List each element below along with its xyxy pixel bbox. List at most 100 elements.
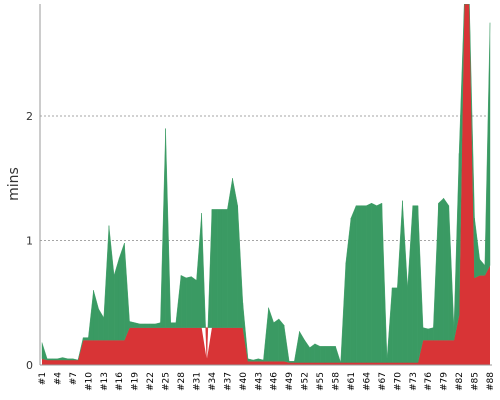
area-above-segment [448, 205, 455, 341]
area-above-segment [330, 346, 336, 363]
area-above-segment [258, 358, 264, 362]
area-above-segment [335, 346, 341, 363]
x-tick-label: #34 [208, 372, 218, 391]
area-above-segment [422, 327, 429, 341]
area-above-segment [288, 361, 295, 363]
x-tick-label: #85 [471, 372, 481, 391]
x-tick-label: #25 [162, 372, 172, 391]
area-above-segment [108, 225, 115, 341]
area-above-segment [149, 323, 156, 328]
area-above-segment [350, 205, 357, 363]
x-tick-label: #16 [115, 372, 125, 391]
area-below-segment [206, 327, 209, 361]
x-tick-label: #7 [69, 372, 79, 385]
area-above-segment [361, 205, 367, 363]
area-above-segment [268, 307, 274, 362]
x-tick-label: #46 [270, 372, 280, 391]
area-above-segment [438, 197, 444, 341]
area-above-segment [113, 257, 120, 341]
area-above-segment [407, 205, 413, 363]
area-above-segment [304, 339, 310, 363]
y-tick-label: 2 [26, 110, 33, 123]
area-above-segment [319, 346, 326, 363]
area-above-segment [325, 346, 331, 363]
x-tick-label: #52 [301, 372, 311, 391]
area-above-segment [263, 307, 269, 362]
area-above-segment [428, 327, 434, 341]
area-above-segment [386, 287, 393, 363]
x-tick-label: #55 [316, 372, 326, 391]
area-above-segment [355, 205, 362, 363]
area-fills [41, 4, 491, 365]
area-above-segment [93, 290, 99, 341]
x-tick-label: #58 [332, 372, 342, 391]
x-tick-label: #88 [486, 372, 496, 391]
area-above-segment [453, 153, 460, 341]
x-tick-label: #76 [424, 372, 434, 391]
x-tick-labels: #1 #4 #7 #10 #13 #16 #19 #22 #25 #28 #31 #34 #37 #40 #… [38, 372, 496, 391]
area-above-segment [294, 331, 300, 363]
x-tick-label: #64 [362, 372, 372, 391]
area-above-segment [417, 205, 424, 363]
area-above-segment [46, 358, 53, 361]
area-above-segment [119, 242, 125, 341]
area-above-segment [443, 197, 450, 341]
x-tick-label: #79 [440, 372, 450, 391]
area-above-segment [391, 287, 398, 363]
area-above-segment [247, 358, 254, 362]
grid-lines [40, 115, 492, 241]
area-above-segment [139, 323, 146, 328]
area-above-segment [129, 321, 135, 328]
area-above-segment [366, 202, 372, 363]
area-above-segment [72, 358, 79, 361]
area-above-segment [57, 357, 63, 361]
area-above-segment [134, 322, 141, 328]
x-tick-label: #43 [254, 372, 264, 391]
area-above-segment [484, 22, 491, 276]
area-above-segment [180, 275, 187, 328]
area-above-segment [165, 128, 171, 328]
area-above-segment [62, 357, 68, 361]
area-above-segment [314, 343, 321, 363]
y-tick-label: 1 [26, 235, 33, 248]
x-tick-label: #82 [455, 372, 465, 391]
y-tick-label: 0 [26, 359, 33, 372]
x-tick-label: #1 [38, 372, 48, 385]
x-tick-label: #61 [347, 372, 357, 391]
area-above-segment [340, 262, 347, 363]
area-above-segment [196, 213, 202, 328]
x-tick-label: #19 [131, 372, 141, 391]
area-above-segment [160, 128, 166, 328]
x-tick-label: #13 [100, 372, 110, 391]
area-above-segment [371, 202, 377, 363]
area-above-segment [82, 337, 89, 341]
x-tick-label: #70 [393, 372, 403, 391]
x-tick-label: #40 [239, 372, 249, 391]
area-above-segment [216, 209, 223, 328]
x-tick-label: #10 [84, 372, 94, 391]
area-above-segment [433, 203, 439, 341]
x-tick-label: #49 [285, 372, 295, 391]
area-above-segment [41, 342, 48, 361]
x-tick-label: #73 [409, 372, 419, 391]
area-above-segment [170, 322, 177, 328]
area-above-segment [474, 218, 480, 279]
area-above-segment [273, 318, 280, 362]
area-above-segment [479, 258, 486, 276]
y-tick-labels: 0 1 2 [26, 110, 33, 372]
area-above-segment [52, 358, 58, 361]
area-above-segment [299, 330, 305, 363]
area-above-segment [283, 325, 290, 363]
area-above-segment [185, 276, 192, 328]
area-above-segment [155, 322, 161, 328]
area-above-segment [232, 178, 238, 328]
area-above-segment [278, 318, 285, 362]
x-tick-label: #22 [146, 372, 156, 391]
area-above-segment [207, 209, 213, 328]
y-axis-label: mins [6, 167, 22, 201]
area-above-segment [252, 358, 259, 362]
area-above-segment [144, 323, 151, 328]
area-above-segment [376, 202, 383, 363]
area-above-segment [381, 203, 388, 363]
area-above-segment [98, 308, 104, 341]
